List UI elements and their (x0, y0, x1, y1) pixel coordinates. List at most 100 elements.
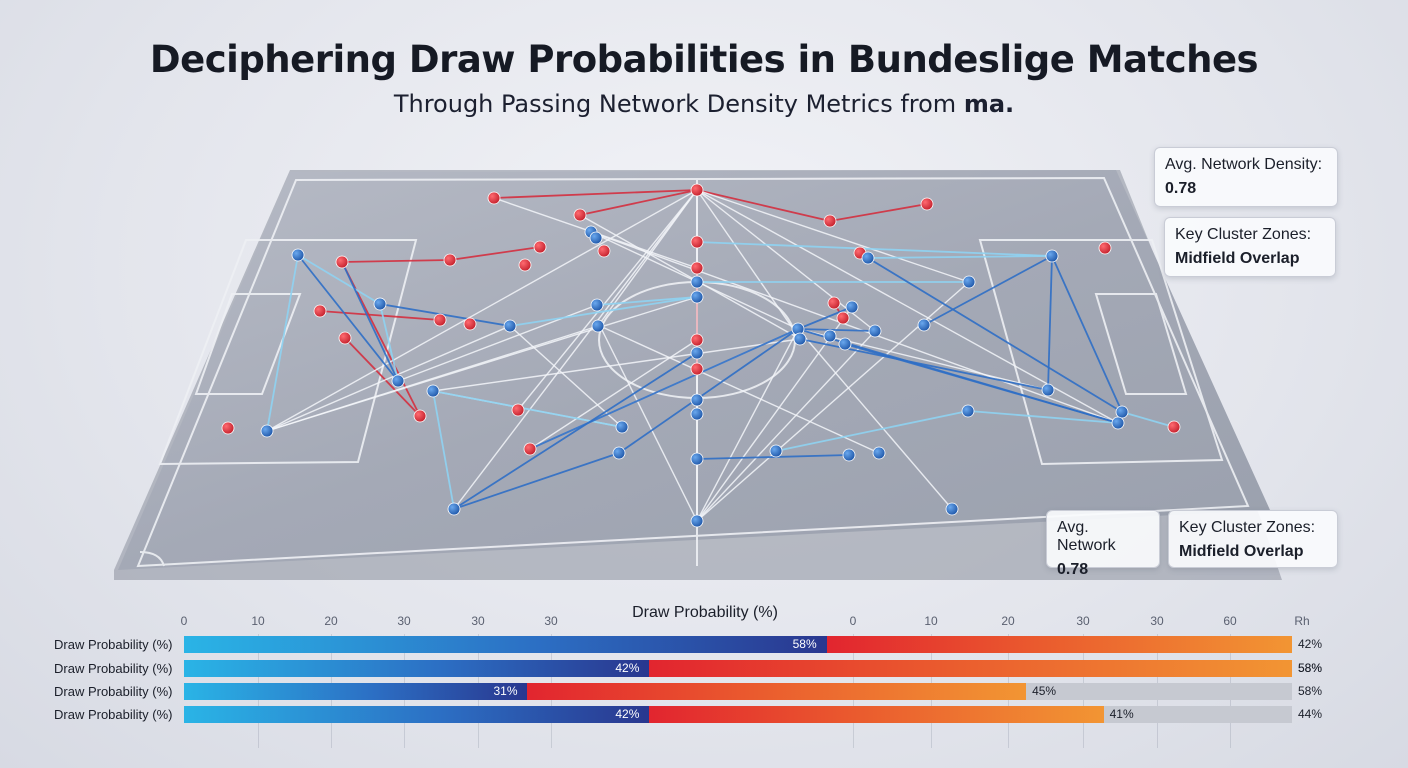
away-player-node (872, 446, 886, 460)
key-cluster-zones-card: Key Cluster Zones: Midfield Overlap (1164, 217, 1336, 277)
player-nodes (221, 183, 1181, 528)
pass-link (696, 189, 801, 340)
pass-link (618, 328, 799, 454)
x-tick-label: 20 (1001, 614, 1015, 628)
row-label: Draw Probability (%) (54, 684, 173, 699)
x-tick-label: 0 (180, 614, 188, 628)
away-player-node (426, 384, 440, 398)
pass-link (266, 189, 698, 432)
away-player-node (690, 393, 704, 407)
pass-link (379, 303, 399, 382)
pass-link (829, 203, 928, 222)
away-player-node (291, 248, 305, 262)
away-player-node (868, 324, 882, 338)
bar-value-label: 45% (1032, 684, 1057, 698)
card-label: Avg. Network (1057, 519, 1116, 554)
away-player-node (769, 444, 783, 458)
home-player-node (413, 409, 427, 423)
away-player-node (690, 290, 704, 304)
home-player-node (313, 304, 327, 318)
home-player-node (690, 235, 704, 249)
x-tick-label: 30 (1150, 614, 1164, 628)
bar-track: 42% 58% (184, 660, 1322, 677)
pass-link (266, 254, 299, 432)
away-player-node (962, 275, 976, 289)
pass-link (797, 306, 853, 330)
page-subtitle: Through Passing Network Density Metrics … (0, 90, 1408, 118)
home-player-node (836, 311, 850, 325)
home-player-node (338, 331, 352, 345)
away-player-node (690, 452, 704, 466)
bar-segment-blue (184, 636, 827, 653)
home-player-node (823, 214, 837, 228)
pass-link (341, 259, 451, 263)
x-tick-label: Rh (1294, 614, 1310, 628)
pass-link (1121, 411, 1175, 428)
pass-link (696, 241, 1053, 257)
home-player-node (1167, 420, 1181, 434)
pass-link (517, 189, 698, 411)
card-value: 0.78 (1057, 561, 1089, 578)
home-player-node (433, 313, 447, 327)
away-player-node (690, 346, 704, 360)
home-player-node (533, 240, 547, 254)
bar-value-label: 42% (615, 707, 640, 721)
row-right-value: 44% (1298, 707, 1323, 721)
pass-link (696, 189, 831, 222)
away-player-node (503, 319, 517, 333)
away-player-node (1115, 405, 1129, 419)
home-player-node (335, 255, 349, 269)
card-value: Midfield Overlap (1179, 543, 1304, 560)
home-player-node (487, 191, 501, 205)
pass-link (797, 328, 876, 332)
bar-value-label: 41% (1109, 707, 1134, 721)
pass-link (696, 328, 799, 522)
away-player-node (260, 424, 274, 438)
card-value: 0.78 (1165, 180, 1197, 197)
bar-segment-warm (826, 636, 1292, 653)
pass-link (509, 296, 698, 327)
pass-link (599, 325, 698, 522)
away-player-node (447, 502, 461, 516)
home-player-node (221, 421, 235, 435)
away-player-node (838, 337, 852, 351)
bar-track: 31% 45% (184, 683, 1292, 700)
subtitle-text: Through Passing Network Density Metrics … (393, 90, 964, 118)
card-label: Avg. Network Density: (1165, 156, 1323, 173)
row-right-value: 42% (1298, 637, 1323, 651)
away-player-node (961, 404, 975, 418)
draw-probability-chart: Draw Probability (%) 0 10 20 30 30 30 0 10 20 30 3… (0, 600, 1408, 768)
bar-segment-warm (649, 706, 1104, 723)
pass-link (453, 189, 698, 510)
bar-segment-blue (184, 660, 650, 677)
pass-link (493, 189, 698, 199)
pass-link (696, 306, 853, 522)
home-player-node (690, 183, 704, 197)
passing-network-pitch (114, 170, 1282, 580)
away-player-node (591, 319, 605, 333)
pass-link (297, 254, 399, 382)
away-player-node (590, 298, 604, 312)
x-tick-label: 10 (251, 614, 265, 628)
pass-link (344, 337, 421, 417)
home-player-node (1098, 241, 1112, 255)
home-player-node (827, 296, 841, 310)
pass-link (590, 231, 1119, 424)
away-player-node (917, 318, 931, 332)
chart-title: Draw Probability (%) (632, 604, 778, 621)
row-right-value: 58% (1298, 684, 1323, 698)
x-tick-label: 60 (1223, 614, 1237, 628)
home-player-node (920, 197, 934, 211)
away-player-node (690, 407, 704, 421)
avg-network-card: Avg. Network 0.78 (1046, 510, 1160, 578)
pass-link (449, 246, 541, 261)
bar-segment-warm (527, 683, 1027, 700)
x-tick-label: 10 (924, 614, 938, 628)
pass-links (266, 189, 1175, 522)
pass-link (341, 261, 399, 382)
home-player-node (690, 333, 704, 347)
bar-segment-blue (184, 706, 650, 723)
away-player-node (1111, 416, 1125, 430)
pass-link (379, 303, 511, 327)
home-player-node (597, 244, 611, 258)
